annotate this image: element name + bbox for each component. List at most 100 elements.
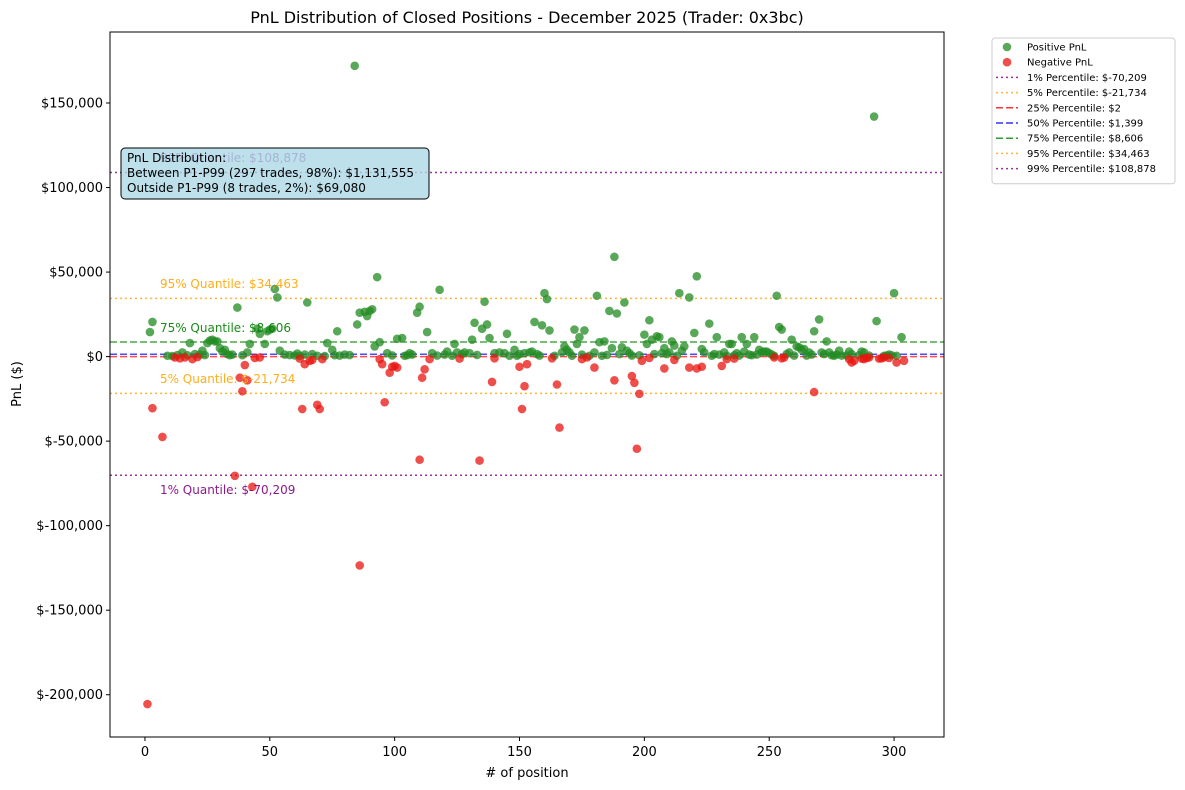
data-point (465, 348, 474, 358)
data-point (772, 291, 782, 301)
data-point (769, 353, 779, 362)
data-point (717, 361, 727, 371)
data-point (552, 380, 562, 389)
data-point (630, 378, 639, 388)
data-point (615, 349, 624, 359)
data-point (872, 316, 881, 326)
data-point (665, 348, 674, 357)
y-tick-label: $0 (86, 350, 103, 365)
data-point (864, 353, 874, 362)
legend-marker (1002, 42, 1012, 52)
legend-label: 95% Percentile: $34,463 (1027, 149, 1150, 160)
data-point (392, 363, 402, 372)
data-point (592, 291, 602, 301)
plot-frame (109, 31, 945, 738)
data-point (582, 353, 592, 362)
data-point (897, 332, 906, 342)
data-point (272, 293, 282, 302)
data-point (517, 404, 527, 414)
data-point (515, 362, 524, 372)
data-point (200, 350, 210, 360)
data-point (572, 339, 582, 349)
legend-label: 50% Percentile: $1,399 (1027, 119, 1143, 130)
data-point (520, 381, 529, 391)
data-point (268, 324, 277, 334)
data-point (432, 351, 442, 360)
data-point (245, 339, 255, 349)
quantile-annotation: 75% Quantile: $8,606 (160, 321, 291, 335)
data-point (692, 271, 702, 281)
data-point (809, 326, 819, 336)
data-point (397, 333, 407, 343)
data-point (435, 285, 444, 295)
data-point (425, 354, 434, 364)
data-point (315, 404, 325, 414)
data-point (670, 355, 679, 365)
data-point (375, 337, 384, 347)
data-point (685, 293, 694, 302)
data-point (685, 363, 694, 372)
data-point (345, 350, 355, 360)
data-point (689, 328, 699, 338)
data-point (555, 423, 564, 432)
data-point (892, 351, 901, 361)
data-point (610, 375, 619, 385)
data-point (749, 332, 759, 342)
data-point (849, 356, 859, 366)
data-point (627, 371, 637, 381)
legend-label: 1% Percentile: $-70,209 (1027, 73, 1147, 84)
data-point (607, 343, 617, 353)
y-tick-label: $100,000 (41, 181, 103, 196)
data-point (612, 309, 622, 318)
y-tick-label: $-200,000 (36, 688, 103, 703)
data-point (779, 353, 789, 362)
data-point (712, 332, 722, 342)
data-point (295, 354, 305, 363)
data-point (350, 61, 360, 71)
x-tick-label: 50 (262, 745, 279, 760)
x-axis-title: # of position (485, 766, 568, 781)
data-point (530, 317, 539, 327)
legend-label: 5% Percentile: $-21,734 (1027, 88, 1147, 99)
data-point (243, 375, 252, 385)
y-tick-label: $150,000 (41, 97, 103, 112)
data-point (742, 339, 752, 349)
data-point (240, 360, 250, 370)
data-point (475, 456, 484, 465)
quantile-annotation: 95% Quantile: $34,463 (160, 277, 299, 291)
data-point (722, 354, 732, 364)
data-point (243, 348, 252, 357)
data-point (317, 354, 327, 364)
data-point (807, 350, 816, 359)
x-tick-label: 300 (882, 745, 907, 760)
data-point (605, 306, 614, 316)
legend-label: Positive PnL (1027, 43, 1087, 54)
data-point (787, 335, 796, 344)
data-point (670, 341, 679, 350)
data-point (884, 353, 894, 363)
data-point (502, 329, 512, 339)
data-point (640, 330, 649, 339)
data-point (332, 326, 342, 336)
plot-area: 99% Quantile: $108,87895% Quantile: $34,… (36, 31, 945, 760)
data-point (193, 352, 202, 362)
data-point (260, 339, 270, 349)
y-tick-label: $-50,000 (45, 435, 103, 450)
data-point (535, 351, 544, 360)
data-point (537, 321, 547, 330)
data-point (869, 112, 879, 121)
x-tick-label: 250 (757, 745, 782, 760)
quantile-annotation: 5% Quantile: $-21,734 (160, 372, 295, 386)
x-tick-label: 200 (632, 745, 657, 760)
data-point (600, 337, 609, 346)
data-point (417, 373, 427, 383)
legend-frame (991, 37, 1176, 185)
data-point (467, 335, 477, 344)
data-point (729, 354, 739, 363)
data-point (627, 351, 637, 360)
data-point (697, 362, 707, 372)
y-tick-label: $50,000 (49, 266, 103, 281)
data-point (655, 332, 664, 342)
data-point (143, 699, 152, 709)
